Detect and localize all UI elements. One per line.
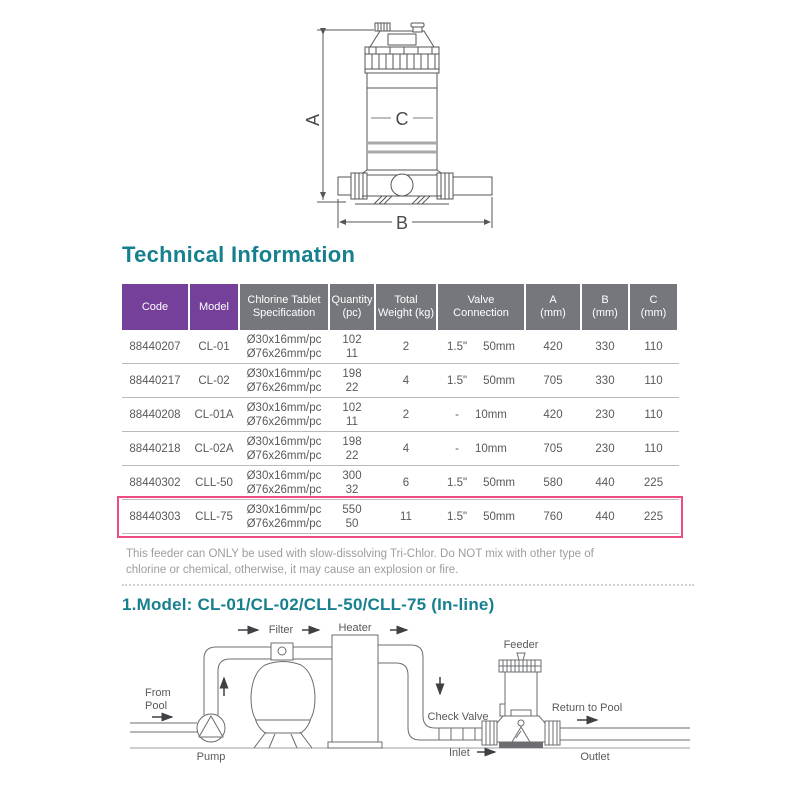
cell-spec: Ø30x16mm/pc Ø76x26mm/pc bbox=[246, 503, 322, 530]
header-valve-connection: Valve Connection bbox=[438, 284, 524, 330]
installation-flow-diagram: From Pool Pump Filter Heater Check Valve… bbox=[130, 622, 690, 763]
cell-code: 88440302 bbox=[129, 476, 181, 489]
pump-label: Pump bbox=[197, 751, 226, 763]
flow-labels: From Pool Pump Filter Heater Check Valve… bbox=[145, 622, 622, 763]
flow-arrows bbox=[152, 625, 599, 757]
cell-valve: 1.5" 50mm bbox=[446, 374, 516, 387]
cell-quantity: 550 50 bbox=[342, 503, 362, 530]
cell-b: 230 bbox=[595, 408, 615, 421]
heater-label: Heater bbox=[338, 622, 371, 634]
cell-valve: 1.5" 50mm bbox=[446, 340, 516, 353]
cell-code: 88440217 bbox=[129, 374, 181, 387]
header-b-mm: B (mm) bbox=[582, 284, 628, 330]
warning-note: This feeder can ONLY be used with slow-d… bbox=[126, 546, 686, 578]
cell-b: 440 bbox=[595, 510, 615, 523]
cell-spec: Ø30x16mm/pc Ø76x26mm/pc bbox=[246, 435, 322, 462]
header-a-mm: A (mm) bbox=[526, 284, 580, 330]
cell-c: 225 bbox=[643, 510, 664, 523]
cell-model: CL-02A bbox=[194, 442, 234, 455]
cell-weight: 2 bbox=[402, 408, 410, 421]
cell-b: 330 bbox=[595, 340, 615, 353]
dimension-label-b: B bbox=[396, 213, 408, 233]
cell-a: 760 bbox=[543, 510, 563, 523]
cell-valve: 1.5" 50mm bbox=[446, 510, 516, 523]
dimension-label-a: A bbox=[303, 114, 323, 126]
table-row-highlighted: 88440303 CLL-75 Ø30x16mm/pc Ø76x26mm/pc 5… bbox=[122, 500, 679, 534]
cell-c: 110 bbox=[644, 442, 663, 455]
cell-code: 88440303 bbox=[129, 510, 181, 523]
cell-quantity: 198 22 bbox=[342, 435, 362, 462]
cell-model: CL-01A bbox=[194, 408, 234, 421]
cell-a: 420 bbox=[543, 340, 563, 353]
table-header-row: Code Model Chlorine Tablet Specification … bbox=[122, 284, 679, 330]
cell-b: 330 bbox=[595, 374, 615, 387]
cell-model: CLL-75 bbox=[195, 510, 233, 523]
piping-drawing bbox=[130, 634, 690, 749]
cell-spec: Ø30x16mm/pc Ø76x26mm/pc bbox=[246, 469, 322, 496]
cell-quantity: 198 22 bbox=[342, 367, 362, 394]
header-chlorine-tablet-spec: Chlorine Tablet Specification bbox=[240, 284, 328, 330]
cell-spec: Ø30x16mm/pc Ø76x26mm/pc bbox=[246, 333, 322, 360]
cell-a: 705 bbox=[543, 442, 563, 455]
table-row: 88440208 CL-01A Ø30x16mm/pc Ø76x26mm/pc 1… bbox=[122, 398, 679, 432]
table-row: 88440207 CL-01 Ø30x16mm/pc Ø76x26mm/pc 10… bbox=[122, 330, 679, 364]
cell-model: CLL-50 bbox=[195, 476, 233, 489]
cell-valve: 1.5" 50mm bbox=[446, 476, 516, 489]
cell-weight: 6 bbox=[402, 476, 410, 489]
cell-b: 230 bbox=[595, 442, 615, 455]
inlet-label: Inlet bbox=[449, 747, 470, 759]
table-row: 88440302 CLL-50 Ø30x16mm/pc Ø76x26mm/pc 3… bbox=[122, 466, 679, 500]
from-pool-label-line1: From bbox=[145, 687, 171, 699]
cell-valve: -10mm bbox=[455, 442, 507, 455]
cell-spec: Ø30x16mm/pc Ø76x26mm/pc bbox=[246, 367, 322, 394]
cell-a: 420 bbox=[543, 408, 563, 421]
cell-c: 110 bbox=[644, 408, 663, 421]
cell-model: CL-01 bbox=[198, 340, 230, 353]
dimension-label-c: C bbox=[396, 109, 409, 129]
feeder-dimension-diagram: A C B bbox=[303, 22, 493, 233]
header-c-mm: C (mm) bbox=[630, 284, 677, 330]
feeder-outline-drawing bbox=[317, 22, 493, 228]
cell-quantity: 102 11 bbox=[342, 333, 362, 360]
header-quantity: Quantity (pc) bbox=[330, 284, 374, 330]
cell-code: 88440208 bbox=[129, 408, 181, 421]
cell-c: 225 bbox=[643, 476, 664, 489]
cell-valve: -10mm bbox=[455, 408, 507, 421]
cell-quantity: 300 32 bbox=[342, 469, 362, 496]
cell-c: 110 bbox=[644, 340, 663, 353]
header-total-weight: Total Weight (kg) bbox=[376, 284, 436, 330]
from-pool-label-line2: Pool bbox=[145, 700, 167, 712]
cell-b: 440 bbox=[595, 476, 615, 489]
cell-quantity: 102 11 bbox=[342, 401, 362, 428]
technical-information-heading: Technical Information bbox=[122, 242, 356, 267]
feeder-label: Feeder bbox=[504, 639, 539, 651]
cell-a: 580 bbox=[543, 476, 563, 489]
header-code: Code bbox=[122, 284, 188, 330]
cell-c: 110 bbox=[644, 374, 663, 387]
warning-note-line1: This feeder can ONLY be used with slow-d… bbox=[126, 548, 594, 560]
check-valve-label: Check Valve bbox=[428, 711, 489, 723]
header-model: Model bbox=[190, 284, 238, 330]
cell-code: 88440218 bbox=[129, 442, 181, 455]
model-section-heading: 1.Model: CL-01/CL-02/CLL-50/CLL-75 (In-l… bbox=[122, 595, 495, 614]
cell-a: 705 bbox=[543, 374, 563, 387]
cell-weight: 2 bbox=[402, 340, 410, 353]
cell-code: 88440207 bbox=[129, 340, 181, 353]
cell-weight: 11 bbox=[400, 510, 412, 523]
warning-note-line2: chlorine or chemical, otherwise, it may … bbox=[126, 564, 459, 576]
cell-model: CL-02 bbox=[198, 374, 230, 387]
outlet-label: Outlet bbox=[580, 751, 609, 763]
table-row: 88440217 CL-02 Ø30x16mm/pc Ø76x26mm/pc 19… bbox=[122, 364, 679, 398]
dotted-separator bbox=[122, 584, 694, 586]
specification-table: Code Model Chlorine Tablet Specification … bbox=[117, 284, 683, 538]
return-to-pool-label: Return to Pool bbox=[552, 702, 622, 714]
cell-weight: 4 bbox=[402, 374, 410, 387]
cell-weight: 4 bbox=[402, 442, 410, 455]
cell-spec: Ø30x16mm/pc Ø76x26mm/pc bbox=[246, 401, 322, 428]
table-row: 88440218 CL-02A Ø30x16mm/pc Ø76x26mm/pc 1… bbox=[122, 432, 679, 466]
filter-label: Filter bbox=[269, 624, 294, 636]
